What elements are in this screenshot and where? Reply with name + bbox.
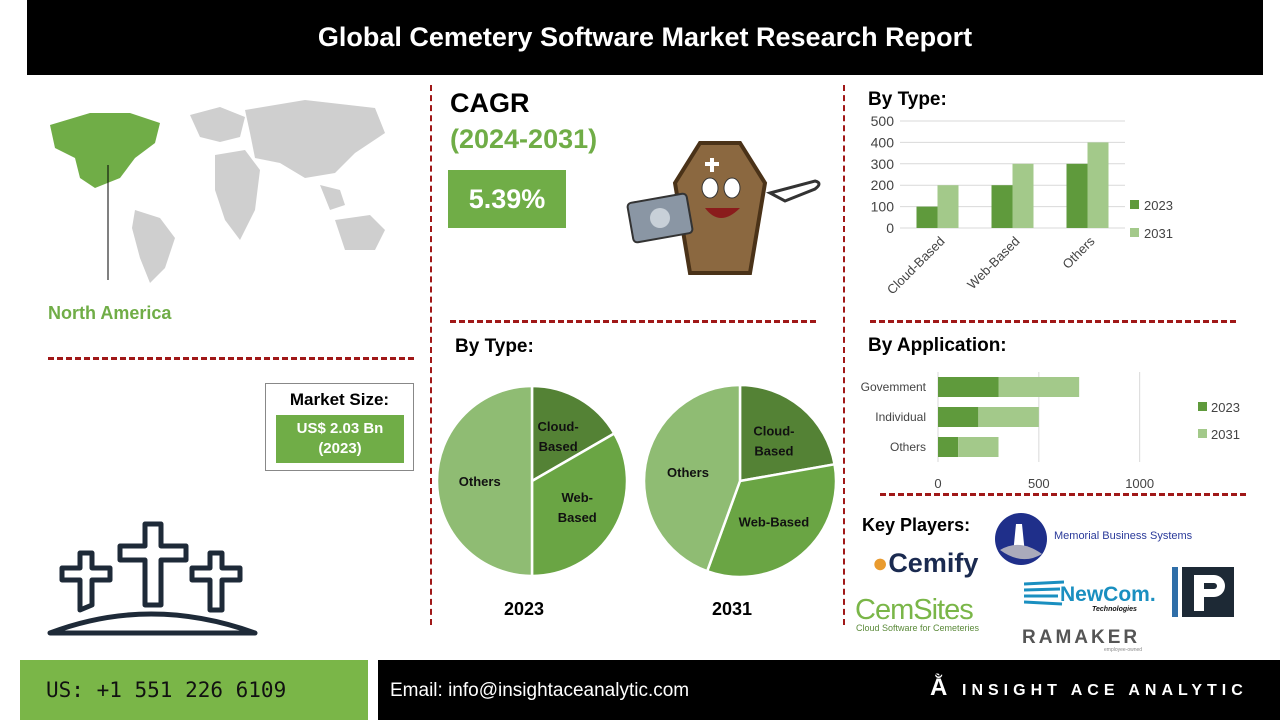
market-size-value: US$ 2.03 Bn (2023) <box>276 415 404 463</box>
divider <box>430 85 432 625</box>
market-size-year: (2023) <box>318 440 362 457</box>
region-label: North America <box>48 303 172 323</box>
legend-swatch <box>1198 402 1207 411</box>
y-tick-label: Others <box>890 440 926 454</box>
y-tick-label: 100 <box>871 199 895 215</box>
pie-slice <box>530 384 616 484</box>
legend-swatch <box>1130 200 1139 209</box>
application-bar-chart: 0 500 1000 Govemment Individual Others 2023 203… <box>861 372 1240 491</box>
y-tick-label: 400 <box>871 134 895 150</box>
bar <box>958 437 999 457</box>
pie-year-label: 2023 <box>504 599 544 619</box>
divider <box>450 320 816 323</box>
y-tick-label: Individual <box>875 410 926 424</box>
report-title: Global Cemetery Software Market Research… <box>27 0 1263 75</box>
legend-swatch <box>1198 429 1207 438</box>
bar <box>1087 142 1109 228</box>
chart-title: By Application: <box>868 335 1007 356</box>
slice-label: Based <box>754 444 793 459</box>
bar <box>937 185 959 228</box>
cemsites-logo: CemSites <box>855 594 974 626</box>
divider <box>843 85 845 625</box>
y-tick-label: 200 <box>871 177 895 193</box>
pie-year-label: 2031 <box>712 599 752 619</box>
slice-label: Based <box>558 510 597 525</box>
chart-title: By Type: <box>868 89 947 110</box>
ramaker-tagline: employee-owned <box>1104 647 1143 653</box>
slice-label: Others <box>459 474 501 489</box>
market-size-amount: US$ 2.03 Bn <box>296 420 384 437</box>
email-contact: Email: info@insightaceanalytic.com <box>390 680 690 701</box>
type-bar-chart: 0 100 200 300 400 500 Cloud-Based Web-Based Othe… <box>871 113 1173 298</box>
pie-slice <box>435 384 534 578</box>
x-tick-label: Web-Based <box>964 234 1022 292</box>
y-tick-label: 300 <box>871 156 895 172</box>
legend-label: 2031 <box>1211 427 1240 442</box>
y-tick-label: 500 <box>871 113 895 129</box>
chart-title: By Type: <box>455 336 534 357</box>
newcom-logo: NewCom. <box>1060 583 1156 606</box>
legend-label: 2031 <box>1144 226 1173 241</box>
divider <box>48 357 414 360</box>
newcom-tagline: Technologies <box>1092 606 1137 613</box>
x-tick-label: 1000 <box>1125 476 1154 491</box>
market-size-box: Market Size: US$ 2.03 Bn (2023) <box>265 383 414 471</box>
ramaker-logo: RAMAKER <box>1022 627 1141 648</box>
footer-bar: Email: info@insightaceanalytic.com Ằ INS… <box>378 660 1280 720</box>
key-players-title: Key Players: <box>862 515 971 535</box>
pie-slice <box>642 383 742 573</box>
bar <box>998 377 1080 397</box>
cemsites-tagline: Cloud Software for Cemeteries <box>856 623 980 633</box>
cagr-label: CAGR <box>450 88 530 118</box>
newcom-swoosh-icon <box>1024 580 1064 606</box>
graves-icon <box>47 521 258 636</box>
bar <box>978 407 1039 427</box>
cagr-period: (2024-2031) <box>450 124 598 154</box>
market-size-title: Market Size: <box>289 390 390 409</box>
pie-slice <box>705 462 838 579</box>
coffin-mascot-icon <box>626 141 821 275</box>
bar <box>938 407 979 427</box>
bar <box>916 206 938 228</box>
brand-name: INSIGHT ACE ANALYTIC <box>962 682 1248 699</box>
bar <box>938 377 999 397</box>
ip-logo <box>1172 567 1234 617</box>
cemify-logo: ●Cemify <box>872 548 979 578</box>
x-tick-label: Others <box>1059 233 1098 272</box>
divider <box>870 320 1236 323</box>
pie-slice <box>738 383 836 483</box>
y-tick-label: Govemment <box>861 380 927 394</box>
slice-label: Cloud- <box>753 424 794 439</box>
legend-label: 2023 <box>1211 400 1240 415</box>
bar <box>991 185 1013 228</box>
memorial-business-systems-text: Memorial Business Systems <box>1054 530 1193 542</box>
x-tick-label: 0 <box>934 476 941 491</box>
divider <box>880 493 1246 496</box>
world-map-icon <box>50 100 385 283</box>
slice-label: Cloud- <box>538 419 579 434</box>
pie-slice <box>530 431 629 578</box>
brand-logo-icon: Ằ <box>930 674 948 701</box>
y-tick-label: 0 <box>886 220 894 236</box>
slice-label: Web- <box>561 490 593 505</box>
bar <box>1012 163 1034 228</box>
memorial-business-systems-logo <box>995 513 1047 565</box>
slice-label: Based <box>539 439 578 454</box>
legend-label: 2023 <box>1144 198 1173 213</box>
bar <box>938 437 959 457</box>
slice-label: Web-Based <box>739 514 810 529</box>
cagr-value: 5.39% <box>448 170 566 228</box>
type-pie-charts: Cloud-BasedWeb-BasedOthers2023Cloud-Base… <box>435 383 838 619</box>
phone-contact: US: +1 551 226 6109 <box>20 660 368 720</box>
x-tick-label: 500 <box>1028 476 1050 491</box>
legend-swatch <box>1130 228 1139 237</box>
slice-label: Others <box>667 465 709 480</box>
x-tick-label: Cloud-Based <box>884 234 948 298</box>
bar <box>1066 163 1088 228</box>
